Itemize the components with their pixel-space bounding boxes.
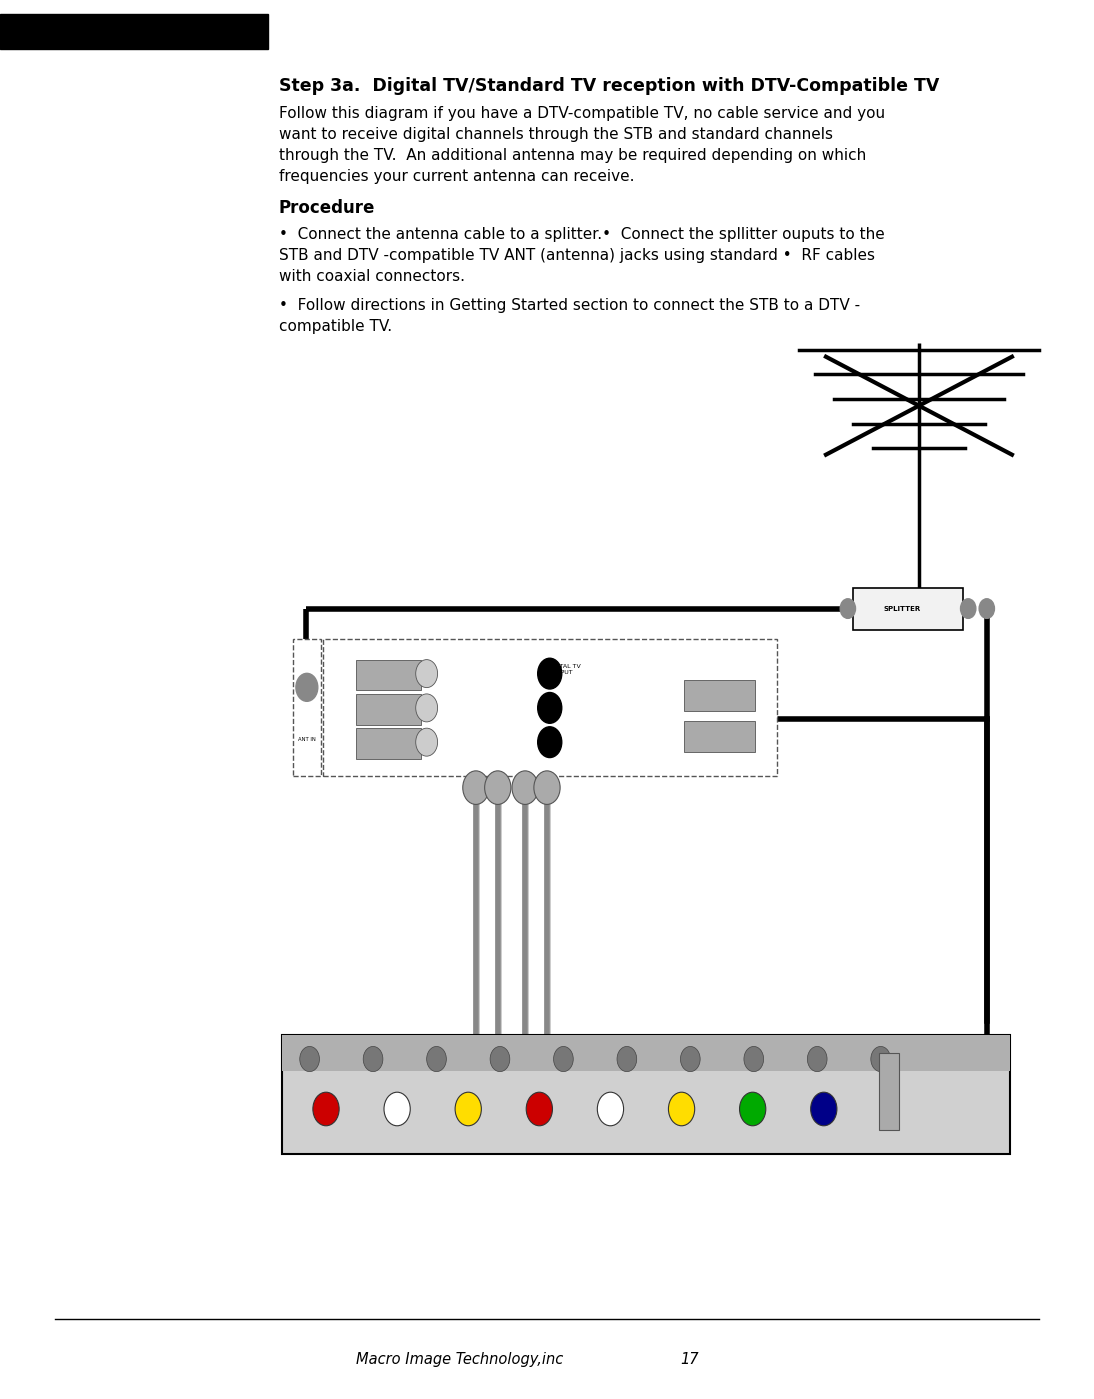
Circle shape	[744, 1046, 764, 1072]
Text: DIGITAL TV
INPUT: DIGITAL TV INPUT	[546, 665, 581, 674]
Circle shape	[300, 1046, 319, 1072]
Bar	[323, 639, 777, 776]
Circle shape	[617, 1046, 637, 1072]
Text: through the TV.  An additional antenna may be required depending on which: through the TV. An additional antenna ma…	[279, 148, 866, 164]
Circle shape	[961, 599, 976, 618]
Circle shape	[490, 1046, 510, 1072]
Text: Step 3a.  Digital TV/Standard TV reception with DTV-Compatible TV: Step 3a. Digital TV/Standard TV receptio…	[279, 77, 940, 95]
Text: ANT IN: ANT IN	[298, 737, 316, 741]
Circle shape	[807, 1046, 827, 1072]
Circle shape	[416, 659, 438, 687]
Circle shape	[597, 1093, 624, 1126]
Text: want to receive digital channels through the STB and standard channels: want to receive digital channels through…	[279, 127, 833, 143]
Circle shape	[427, 1046, 446, 1072]
Circle shape	[554, 1046, 573, 1072]
Circle shape	[485, 771, 511, 804]
Bar	[356, 694, 421, 725]
Circle shape	[811, 1093, 837, 1126]
Bar	[282, 1035, 1010, 1072]
Bar	[293, 639, 321, 776]
Bar	[853, 588, 963, 630]
Circle shape	[363, 1046, 383, 1072]
Text: frequencies your current antenna can receive.: frequencies your current antenna can rec…	[279, 169, 635, 185]
Text: 17: 17	[680, 1353, 698, 1367]
Text: STB and DTV -compatible TV ANT (antenna) jacks using standard •  RF cables: STB and DTV -compatible TV ANT (antenna)…	[279, 248, 875, 263]
Circle shape	[295, 673, 318, 701]
Circle shape	[384, 1093, 410, 1126]
Text: compatible TV.: compatible TV.	[279, 319, 392, 334]
Circle shape	[416, 727, 438, 755]
Circle shape	[416, 694, 438, 722]
Circle shape	[537, 727, 561, 758]
Bar	[356, 659, 421, 690]
Circle shape	[534, 771, 560, 804]
Text: •  Follow directions in Getting Started section to connect the STB to a DTV -: • Follow directions in Getting Started s…	[279, 298, 860, 313]
Circle shape	[668, 1093, 695, 1126]
Circle shape	[979, 599, 994, 618]
Circle shape	[871, 1046, 891, 1072]
Text: with coaxial connectors.: with coaxial connectors.	[279, 269, 465, 284]
Circle shape	[740, 1093, 766, 1126]
Circle shape	[526, 1093, 552, 1126]
Circle shape	[537, 693, 561, 723]
Circle shape	[455, 1093, 481, 1126]
Bar	[878, 1053, 898, 1130]
Bar	[684, 680, 755, 711]
Bar	[282, 1035, 1010, 1154]
Text: Macro Image Technology,inc: Macro Image Technology,inc	[356, 1353, 563, 1367]
Bar	[684, 722, 755, 753]
Circle shape	[840, 599, 856, 618]
Circle shape	[680, 1046, 700, 1072]
Text: Procedure: Procedure	[279, 199, 375, 217]
Circle shape	[463, 771, 489, 804]
Bar	[356, 727, 421, 758]
Circle shape	[512, 771, 538, 804]
Circle shape	[313, 1093, 339, 1126]
Text: Follow this diagram if you have a DTV-compatible TV, no cable service and you: Follow this diagram if you have a DTV-co…	[279, 106, 885, 122]
Text: •  Connect the antenna cable to a splitter.•  Connect the spllitter ouputs to th: • Connect the antenna cable to a splitte…	[279, 227, 885, 242]
Bar	[0, 14, 268, 49]
Text: SPLITTER: SPLITTER	[884, 606, 921, 611]
Circle shape	[537, 658, 561, 688]
